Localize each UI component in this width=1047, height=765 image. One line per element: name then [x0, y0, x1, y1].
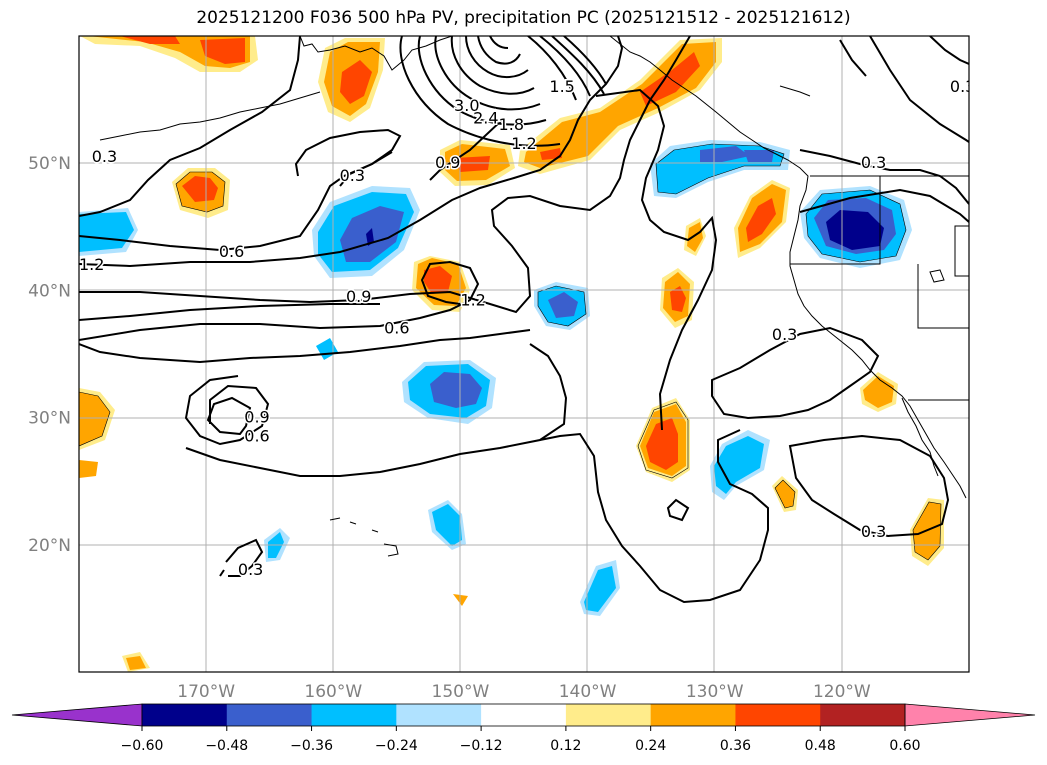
- precip-blob: [432, 504, 462, 546]
- colorbar-bin: [735, 704, 821, 726]
- colorbar-tick-label: −0.60: [121, 738, 164, 754]
- contour-label: 0.9: [244, 408, 269, 427]
- colorbar-bin: [142, 704, 228, 726]
- contour-label: 1.2: [79, 255, 104, 274]
- longitude-labels: 170°W 160°W 150°W 140°W 130°W 120°W: [177, 682, 871, 702]
- colorbar-extend-low: [11, 703, 143, 727]
- colorbar-bin: [396, 704, 482, 726]
- pv-contours: [79, 36, 969, 604]
- contour-label: 0.3: [772, 325, 797, 344]
- precip-blob: [714, 436, 764, 494]
- latitude-labels: 20°N 30°N 40°N 50°N: [28, 154, 71, 556]
- contour-label: 1.8: [499, 115, 524, 134]
- colorbar-bin: [820, 704, 906, 726]
- colorbar-tick-label: 0.60: [889, 738, 920, 754]
- colorbar-frame: [141, 703, 906, 727]
- colorbar-bin: [226, 704, 313, 726]
- contour-label: 1.2: [511, 134, 536, 153]
- contour-label: 1.2: [460, 291, 485, 310]
- longitude-label: 160°W: [304, 682, 362, 702]
- contour-label: 0.6: [244, 427, 269, 446]
- colorbar-tick-label: −0.36: [290, 738, 333, 754]
- contour-label: 0.3: [950, 77, 975, 96]
- precip-blob: [316, 338, 338, 360]
- precip-blob: [548, 292, 578, 318]
- gridlines: [79, 36, 969, 672]
- latitude-label: 50°N: [28, 154, 71, 174]
- colorbar-ticks: −0.60 −0.48 −0.36 −0.24 −0.12 0.12 0.24 0.36 0.4…: [121, 726, 921, 754]
- contour-label: 0.3: [861, 522, 886, 541]
- contour-label: 0.6: [219, 242, 244, 261]
- precip-blob: [79, 460, 98, 478]
- precip-blob: [430, 372, 482, 408]
- precip-blob: [584, 566, 616, 612]
- precip-blob: [687, 222, 703, 252]
- precip-blob: [670, 286, 686, 312]
- precip-blob: [182, 176, 218, 202]
- contour-label: 0.3: [238, 560, 263, 579]
- colorbar-bin: [650, 704, 736, 726]
- latitude-label: 30°N: [28, 409, 71, 429]
- precip-blob: [424, 266, 452, 294]
- contour-label: 0.3: [92, 147, 117, 166]
- colorbar-tick-label: 0.48: [805, 738, 836, 754]
- contour-label: 0.3: [861, 153, 886, 172]
- colorbar-extend-high: [904, 703, 1036, 727]
- longitude-label: 140°W: [559, 682, 617, 702]
- longitude-label: 170°W: [177, 682, 235, 702]
- figure-title: 2025121200 F036 500 hPa PV, precipitatio…: [196, 8, 851, 28]
- coastlines: [99, 36, 969, 557]
- precip-blob: [79, 212, 134, 252]
- contour-label: 0.6: [384, 319, 409, 338]
- precip-blob: [366, 228, 374, 246]
- precip-blob: [126, 656, 146, 670]
- precip-blob: [340, 60, 372, 104]
- colorbar-bin: [565, 704, 652, 726]
- precip-blob: [746, 198, 776, 242]
- contour-label: 3.0: [454, 96, 479, 115]
- colorbar: [11, 703, 1036, 727]
- map-frame: [78, 35, 970, 673]
- colorbar-bin: [481, 704, 567, 726]
- precip-outline: [79, 143, 942, 561]
- longitude-label: 130°W: [686, 682, 744, 702]
- colorbar-tick-label: −0.12: [460, 738, 503, 754]
- precip-blob: [79, 392, 110, 446]
- colorbar-bin: [311, 704, 397, 726]
- contour-labels: 0.30.30.61.20.90.61.20.93.02.4 1.81.21.50…: [79, 75, 975, 580]
- contour-label: 0.3: [340, 166, 365, 185]
- precip-blob: [455, 156, 490, 172]
- precip-shading: [79, 36, 944, 672]
- contour-label: 2.4: [473, 109, 498, 128]
- colorbar-tick-label: 0.24: [635, 738, 666, 754]
- precip-blob: [826, 210, 884, 250]
- latitude-label: 40°N: [28, 281, 71, 301]
- colorbar-tick-label: −0.24: [375, 738, 418, 754]
- precip-blob: [120, 36, 245, 64]
- colorbar-tick-label: 0.12: [550, 738, 581, 754]
- contour-label: 1.5: [549, 77, 574, 96]
- longitude-label: 150°W: [432, 682, 490, 702]
- contour-label: 0.9: [346, 287, 371, 306]
- colorbar-tick-label: −0.48: [205, 738, 248, 754]
- latitude-label: 20°N: [28, 536, 71, 556]
- colorbar-tick-label: 0.36: [720, 738, 751, 754]
- precip-blob: [700, 146, 774, 162]
- precip-blob: [646, 418, 678, 470]
- precip-blob: [540, 52, 700, 160]
- contour-label: 0.9: [435, 153, 460, 172]
- longitude-label: 120°W: [813, 682, 871, 702]
